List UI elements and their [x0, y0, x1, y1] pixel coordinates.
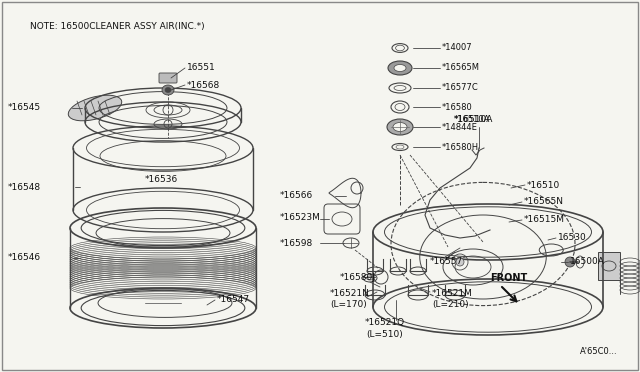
Text: *16545: *16545: [8, 103, 41, 112]
Text: *16565M: *16565M: [442, 64, 480, 73]
Text: *16547: *16547: [217, 295, 250, 305]
Text: *16568: *16568: [187, 80, 220, 90]
Text: *16580: *16580: [442, 103, 473, 112]
Text: *16580H: *16580H: [442, 142, 479, 151]
Ellipse shape: [565, 257, 575, 267]
Text: *16510: *16510: [527, 180, 560, 189]
Text: NOTE: 16500CLEANER ASSY AIR(INC.*): NOTE: 16500CLEANER ASSY AIR(INC.*): [30, 22, 205, 31]
Text: *16598: *16598: [280, 238, 313, 247]
Text: *16521N: *16521N: [330, 289, 370, 298]
Text: *16523M: *16523M: [280, 212, 321, 221]
Ellipse shape: [68, 95, 122, 121]
Text: *16566: *16566: [280, 192, 313, 201]
Text: *16557: *16557: [430, 257, 463, 266]
Ellipse shape: [388, 61, 412, 75]
Text: (L=510): (L=510): [367, 330, 403, 339]
Text: *16510A: *16510A: [454, 115, 490, 125]
Text: A'65C0...: A'65C0...: [580, 347, 618, 356]
Text: *14844E: *14844E: [442, 122, 478, 131]
FancyBboxPatch shape: [159, 73, 177, 83]
Text: *16580J: *16580J: [340, 273, 376, 282]
Text: *14007: *14007: [442, 44, 472, 52]
Ellipse shape: [165, 87, 171, 93]
Text: 16551: 16551: [187, 64, 216, 73]
Text: *16548: *16548: [8, 183, 41, 192]
Text: *16565N: *16565N: [524, 198, 564, 206]
Text: *16546: *16546: [8, 253, 41, 263]
Text: *16577C: *16577C: [442, 83, 479, 93]
Text: FRONT: FRONT: [490, 273, 527, 283]
Text: *16521Q: *16521Q: [365, 318, 405, 327]
Ellipse shape: [387, 119, 413, 135]
Ellipse shape: [162, 85, 174, 95]
Ellipse shape: [393, 122, 407, 131]
Text: (L=210): (L=210): [432, 301, 468, 310]
Text: (L=170): (L=170): [330, 301, 367, 310]
Text: *16536: *16536: [145, 176, 179, 185]
Bar: [598, 252, 620, 280]
Ellipse shape: [394, 64, 406, 71]
Circle shape: [456, 258, 464, 266]
Text: *16515M: *16515M: [524, 215, 565, 224]
Text: 16500A: 16500A: [570, 257, 605, 266]
Text: *16521M: *16521M: [432, 289, 473, 298]
Text: 16530: 16530: [558, 234, 587, 243]
Text: *16510A: *16510A: [454, 115, 493, 125]
